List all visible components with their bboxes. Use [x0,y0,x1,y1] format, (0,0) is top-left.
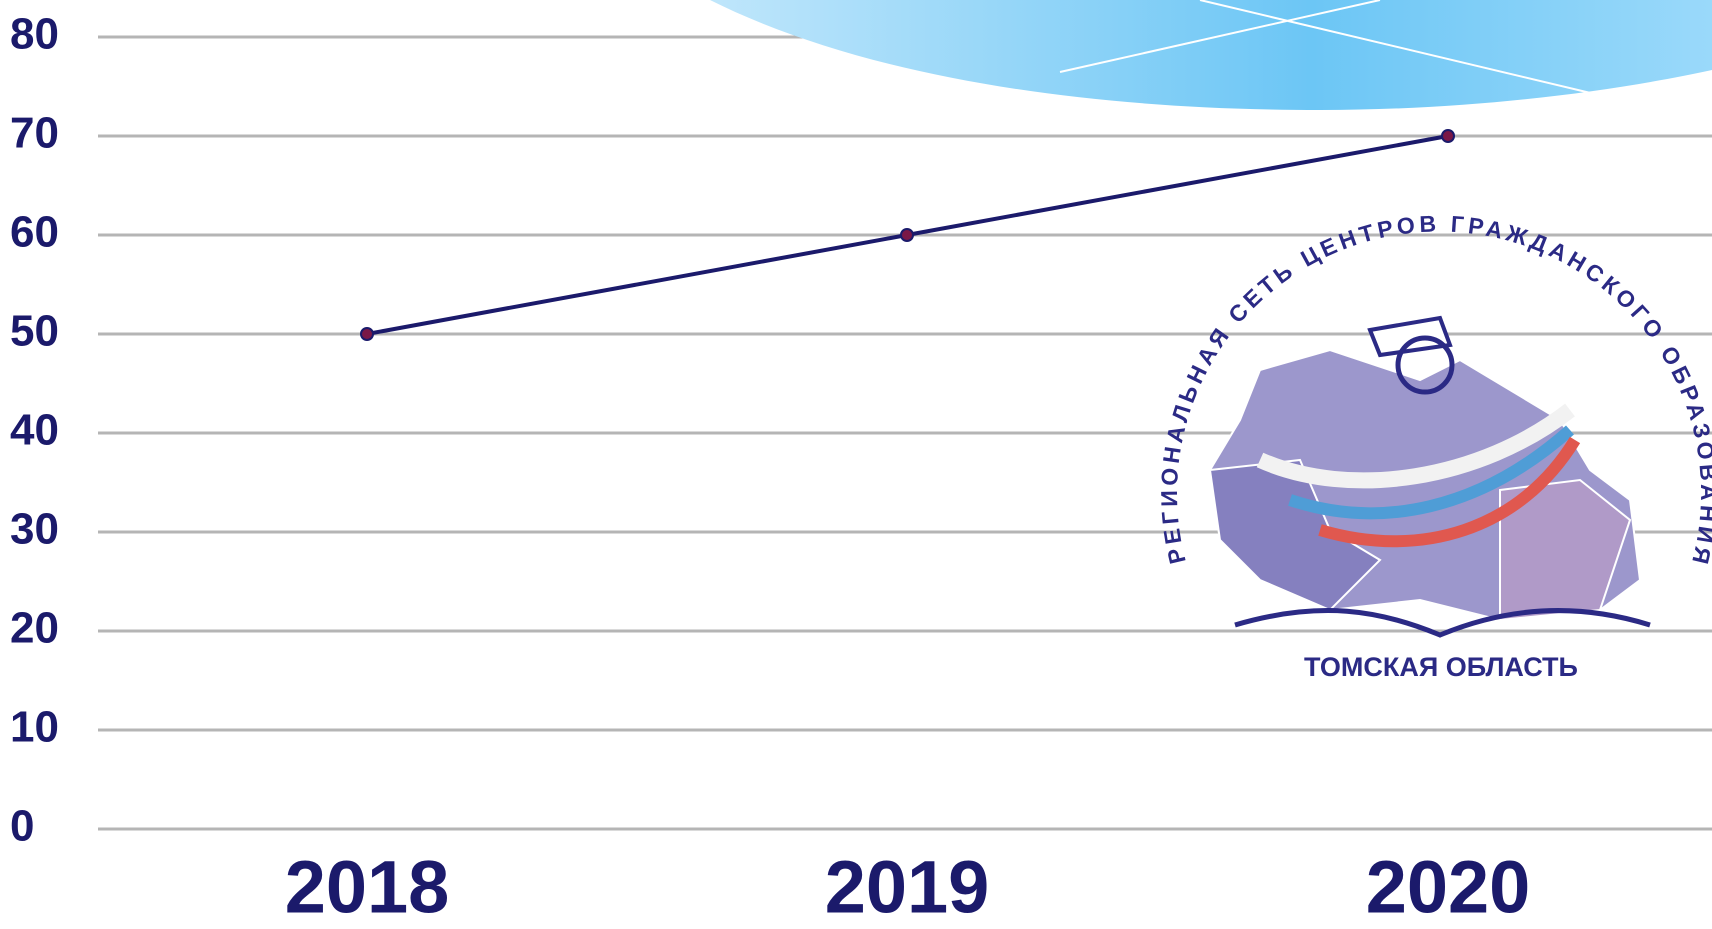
y-tick-label: 50 [10,307,59,356]
x-tick-label: 2018 [285,846,450,929]
logo-stripe [1256,403,1575,489]
y-tick-label: 30 [10,505,59,554]
data-point [360,327,374,341]
y-tick-label: 80 [10,10,59,59]
logo: РЕГИОНАЛЬНАЯ СЕТЬ ЦЕНТРОВ ГРАЖДАНСКОГО О… [1156,210,1712,682]
decor-lines [1059,0,1621,101]
y-tick-label: 20 [10,604,59,653]
data-point [900,228,914,242]
logo-stripe [1288,425,1574,520]
y-tick-label: 0 [10,802,34,851]
y-tick-label: 60 [10,208,59,257]
x-tick-label: 2020 [1366,846,1531,929]
logo-head [1395,335,1455,395]
logo-book [1234,608,1651,638]
decor-swoosh [710,0,1712,110]
logo-caption: ТОМСКАЯ ОБЛАСТЬ [1304,652,1578,682]
x-tick-label: 2019 [825,846,990,929]
y-tick-label: 70 [10,109,59,158]
y-tick-label: 40 [10,406,59,455]
logo-stripe [1318,436,1581,548]
logo-cap [1367,315,1453,358]
data-point [1441,129,1455,143]
logo-map-region [1499,478,1632,622]
y-tick-label: 10 [10,703,59,752]
